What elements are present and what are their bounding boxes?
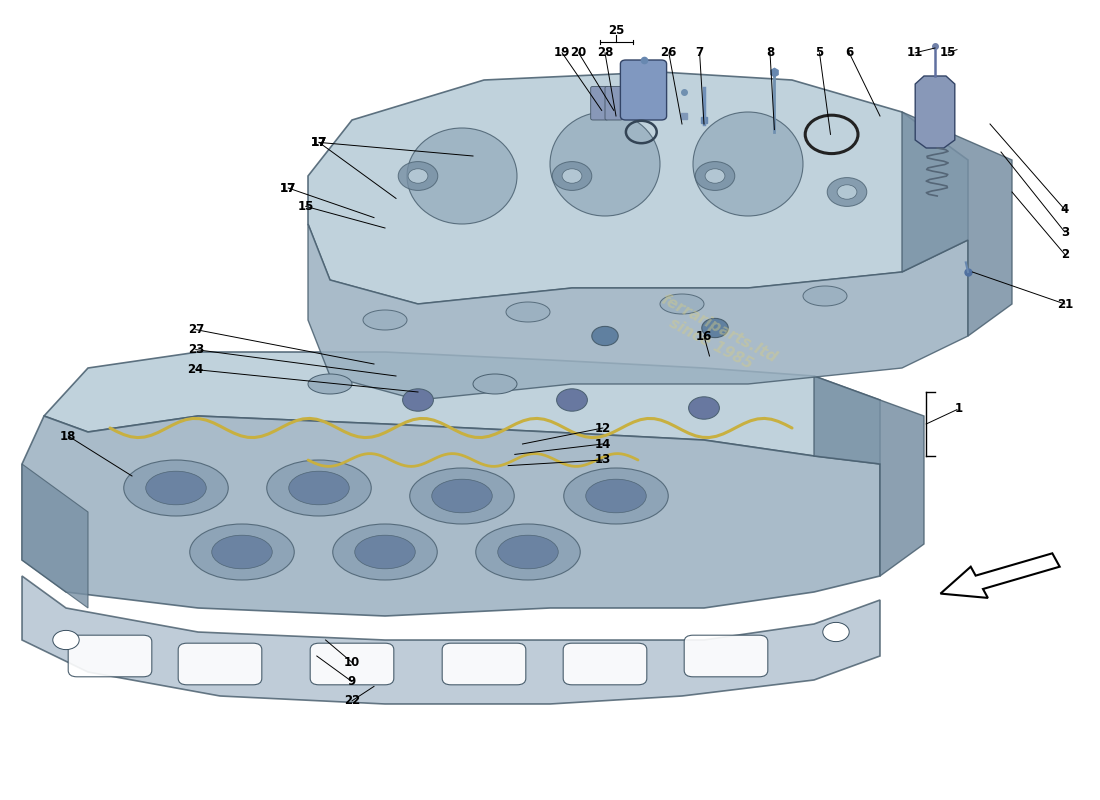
Circle shape	[705, 169, 725, 183]
Ellipse shape	[564, 468, 669, 524]
Text: 8: 8	[766, 46, 774, 59]
Ellipse shape	[266, 460, 372, 516]
Text: 20: 20	[571, 46, 586, 59]
Text: 13: 13	[595, 454, 610, 466]
Text: 17: 17	[311, 136, 327, 149]
Text: 23: 23	[188, 343, 204, 356]
Circle shape	[398, 162, 438, 190]
Text: 27: 27	[188, 323, 204, 336]
Ellipse shape	[475, 524, 581, 580]
Text: 24: 24	[188, 363, 204, 376]
Circle shape	[562, 169, 582, 183]
Circle shape	[837, 185, 857, 199]
Text: 21: 21	[1057, 298, 1072, 310]
Circle shape	[557, 389, 587, 411]
Text: 17: 17	[280, 182, 296, 194]
Circle shape	[702, 318, 728, 338]
Text: 3: 3	[1060, 226, 1069, 238]
Ellipse shape	[354, 535, 416, 569]
Text: 22: 22	[344, 694, 360, 707]
Ellipse shape	[189, 524, 295, 580]
Text: 15: 15	[940, 46, 956, 59]
Text: 6: 6	[845, 46, 854, 59]
Text: 17: 17	[311, 136, 327, 149]
Ellipse shape	[211, 535, 273, 569]
FancyBboxPatch shape	[620, 60, 667, 120]
Ellipse shape	[506, 302, 550, 322]
Circle shape	[403, 389, 433, 411]
Text: 12: 12	[595, 422, 610, 434]
FancyBboxPatch shape	[68, 635, 152, 677]
Ellipse shape	[363, 310, 407, 330]
Ellipse shape	[409, 468, 515, 524]
Polygon shape	[44, 352, 880, 464]
Text: 1: 1	[955, 402, 964, 414]
Ellipse shape	[660, 294, 704, 314]
Text: ferrariparts.ltd
since 1985: ferrariparts.ltd since 1985	[650, 291, 780, 381]
Text: 17: 17	[280, 182, 296, 194]
Text: 11: 11	[908, 46, 923, 59]
Circle shape	[689, 397, 719, 419]
Text: 2: 2	[1060, 248, 1069, 261]
FancyBboxPatch shape	[310, 643, 394, 685]
Ellipse shape	[497, 535, 558, 569]
Polygon shape	[22, 416, 880, 616]
Polygon shape	[902, 112, 1012, 336]
Circle shape	[827, 178, 867, 206]
Ellipse shape	[550, 112, 660, 216]
Circle shape	[592, 326, 618, 346]
Text: 19: 19	[554, 46, 570, 59]
FancyBboxPatch shape	[563, 643, 647, 685]
Ellipse shape	[585, 479, 647, 513]
FancyBboxPatch shape	[442, 643, 526, 685]
Ellipse shape	[431, 479, 493, 513]
FancyBboxPatch shape	[684, 635, 768, 677]
Circle shape	[53, 630, 79, 650]
Polygon shape	[915, 76, 955, 148]
Ellipse shape	[308, 374, 352, 394]
Polygon shape	[308, 224, 968, 400]
Text: 10: 10	[344, 656, 360, 669]
FancyBboxPatch shape	[591, 86, 608, 120]
Polygon shape	[22, 576, 880, 704]
Text: 5: 5	[815, 46, 824, 59]
FancyBboxPatch shape	[178, 643, 262, 685]
Text: 16: 16	[696, 330, 712, 342]
Polygon shape	[308, 72, 968, 304]
Circle shape	[823, 622, 849, 642]
Polygon shape	[22, 464, 88, 608]
Text: 18: 18	[60, 430, 76, 442]
Text: 7: 7	[695, 46, 704, 59]
Ellipse shape	[145, 471, 207, 505]
Text: 25: 25	[608, 24, 624, 37]
Text: 17: 17	[311, 136, 327, 149]
Ellipse shape	[803, 286, 847, 306]
Text: 9: 9	[348, 675, 356, 688]
Ellipse shape	[473, 374, 517, 394]
Text: 14: 14	[595, 438, 610, 450]
Text: 28: 28	[597, 46, 613, 59]
Circle shape	[695, 162, 735, 190]
Ellipse shape	[693, 112, 803, 216]
FancyArrow shape	[940, 554, 1059, 598]
Polygon shape	[814, 376, 924, 576]
Text: 4: 4	[1060, 203, 1069, 216]
Text: 15: 15	[298, 200, 314, 213]
Circle shape	[552, 162, 592, 190]
Ellipse shape	[332, 524, 438, 580]
Circle shape	[408, 169, 428, 183]
Ellipse shape	[123, 460, 229, 516]
FancyBboxPatch shape	[605, 86, 623, 120]
Ellipse shape	[288, 471, 350, 505]
Text: 26: 26	[661, 46, 676, 59]
Ellipse shape	[407, 128, 517, 224]
